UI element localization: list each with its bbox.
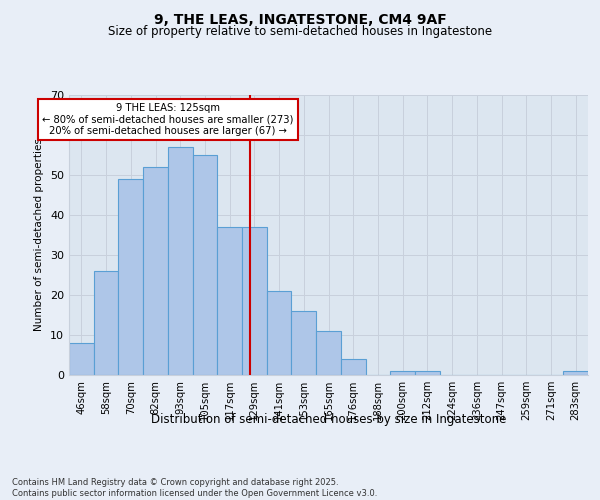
Text: Distribution of semi-detached houses by size in Ingatestone: Distribution of semi-detached houses by … — [151, 412, 506, 426]
Bar — [168, 147, 193, 375]
Text: 9, THE LEAS, INGATESTONE, CM4 9AF: 9, THE LEAS, INGATESTONE, CM4 9AF — [154, 12, 446, 26]
Text: 9 THE LEAS: 125sqm
← 80% of semi-detached houses are smaller (273)
20% of semi-d: 9 THE LEAS: 125sqm ← 80% of semi-detache… — [42, 103, 293, 136]
Bar — [118, 179, 143, 375]
Bar — [143, 167, 168, 375]
Bar — [69, 343, 94, 375]
Text: Contains HM Land Registry data © Crown copyright and database right 2025.
Contai: Contains HM Land Registry data © Crown c… — [12, 478, 377, 498]
Bar — [341, 359, 365, 375]
Bar — [292, 311, 316, 375]
Bar — [390, 371, 415, 375]
Y-axis label: Number of semi-detached properties: Number of semi-detached properties — [34, 138, 44, 332]
Text: Size of property relative to semi-detached houses in Ingatestone: Size of property relative to semi-detach… — [108, 25, 492, 38]
Bar — [316, 331, 341, 375]
Bar — [94, 271, 118, 375]
Bar — [563, 371, 588, 375]
Bar — [193, 155, 217, 375]
Bar — [217, 227, 242, 375]
Bar — [242, 227, 267, 375]
Bar — [415, 371, 440, 375]
Bar — [267, 291, 292, 375]
